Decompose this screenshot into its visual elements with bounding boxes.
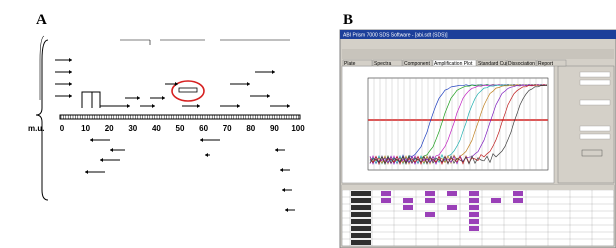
field bbox=[580, 72, 610, 77]
well bbox=[403, 205, 413, 210]
well bbox=[351, 205, 371, 210]
arrow-head bbox=[285, 208, 288, 212]
well bbox=[469, 226, 479, 231]
menu-bar bbox=[342, 41, 614, 48]
gene-box bbox=[179, 88, 197, 92]
well bbox=[351, 219, 371, 224]
figure: A B m.u. ABI Prism 7000 SDS Software - [… bbox=[0, 0, 616, 248]
well bbox=[351, 191, 371, 196]
well bbox=[469, 198, 479, 203]
arrow-head bbox=[152, 104, 155, 108]
field bbox=[580, 100, 610, 105]
scale-number: 60 bbox=[199, 124, 208, 133]
arrow-head bbox=[110, 148, 113, 152]
arrow-head bbox=[69, 82, 72, 86]
arrow-head bbox=[282, 188, 285, 192]
well bbox=[491, 198, 501, 203]
well bbox=[447, 205, 457, 210]
scale-number: 10 bbox=[81, 124, 90, 133]
scale-number: 40 bbox=[152, 124, 161, 133]
well bbox=[447, 191, 457, 196]
well bbox=[469, 191, 479, 196]
scale-number: 30 bbox=[128, 124, 137, 133]
toolbar bbox=[342, 49, 614, 59]
well bbox=[381, 191, 391, 196]
ruler bbox=[60, 115, 300, 119]
panel-label: A bbox=[36, 12, 47, 28]
arrow-head bbox=[280, 168, 283, 172]
arrow-head bbox=[137, 96, 140, 100]
well bbox=[513, 191, 523, 196]
well bbox=[425, 212, 435, 217]
arrow-head bbox=[90, 138, 93, 142]
arrow-head bbox=[69, 70, 72, 74]
tab-label: Report bbox=[538, 61, 554, 67]
field bbox=[580, 80, 610, 85]
tab-label: Amplification Plot bbox=[434, 61, 473, 67]
arrow-head bbox=[267, 94, 270, 98]
scale-number: 100 bbox=[291, 124, 305, 133]
well bbox=[351, 233, 371, 238]
scale-number: 90 bbox=[270, 124, 279, 133]
arrow-head bbox=[69, 94, 72, 98]
header-row bbox=[342, 185, 614, 190]
arrow-head bbox=[197, 104, 200, 108]
scale-number: 50 bbox=[176, 124, 185, 133]
window-title: ABI Prism 7000 SDS Software - [abi.sdt (… bbox=[343, 33, 448, 39]
scale-number: 0 bbox=[60, 124, 65, 133]
brace bbox=[36, 40, 48, 200]
well bbox=[469, 219, 479, 224]
well bbox=[351, 226, 371, 231]
arrow-head bbox=[127, 104, 130, 108]
arrow-head bbox=[275, 148, 278, 152]
tab-label: Dissociation bbox=[508, 61, 535, 67]
scale-number: 80 bbox=[246, 124, 255, 133]
bracket bbox=[120, 40, 290, 45]
tab-label: Component bbox=[404, 61, 430, 67]
well bbox=[469, 205, 479, 210]
well bbox=[425, 198, 435, 203]
arrow-head bbox=[100, 158, 103, 162]
arrow-head bbox=[162, 96, 165, 100]
arrow-head bbox=[247, 82, 250, 86]
well bbox=[403, 198, 413, 203]
gene-structure bbox=[82, 92, 100, 108]
scale-number: 70 bbox=[223, 124, 232, 133]
arrow-head bbox=[205, 153, 208, 157]
tab-label: Plate bbox=[344, 61, 356, 67]
field bbox=[580, 126, 610, 131]
well bbox=[351, 240, 371, 245]
well bbox=[351, 198, 371, 203]
arrow-head bbox=[287, 104, 290, 108]
panel-label: B bbox=[343, 12, 353, 28]
arrow-head bbox=[69, 58, 72, 62]
arrow-head bbox=[237, 104, 240, 108]
well bbox=[425, 191, 435, 196]
button bbox=[582, 150, 602, 156]
well bbox=[381, 198, 391, 203]
well bbox=[513, 198, 523, 203]
arrow-head bbox=[272, 70, 275, 74]
scale-number: 20 bbox=[105, 124, 114, 133]
arrow-head bbox=[85, 170, 88, 174]
well bbox=[351, 212, 371, 217]
field bbox=[580, 134, 610, 139]
arrow-head bbox=[200, 138, 203, 142]
tab-label: Spectra bbox=[374, 61, 391, 67]
well bbox=[469, 212, 479, 217]
